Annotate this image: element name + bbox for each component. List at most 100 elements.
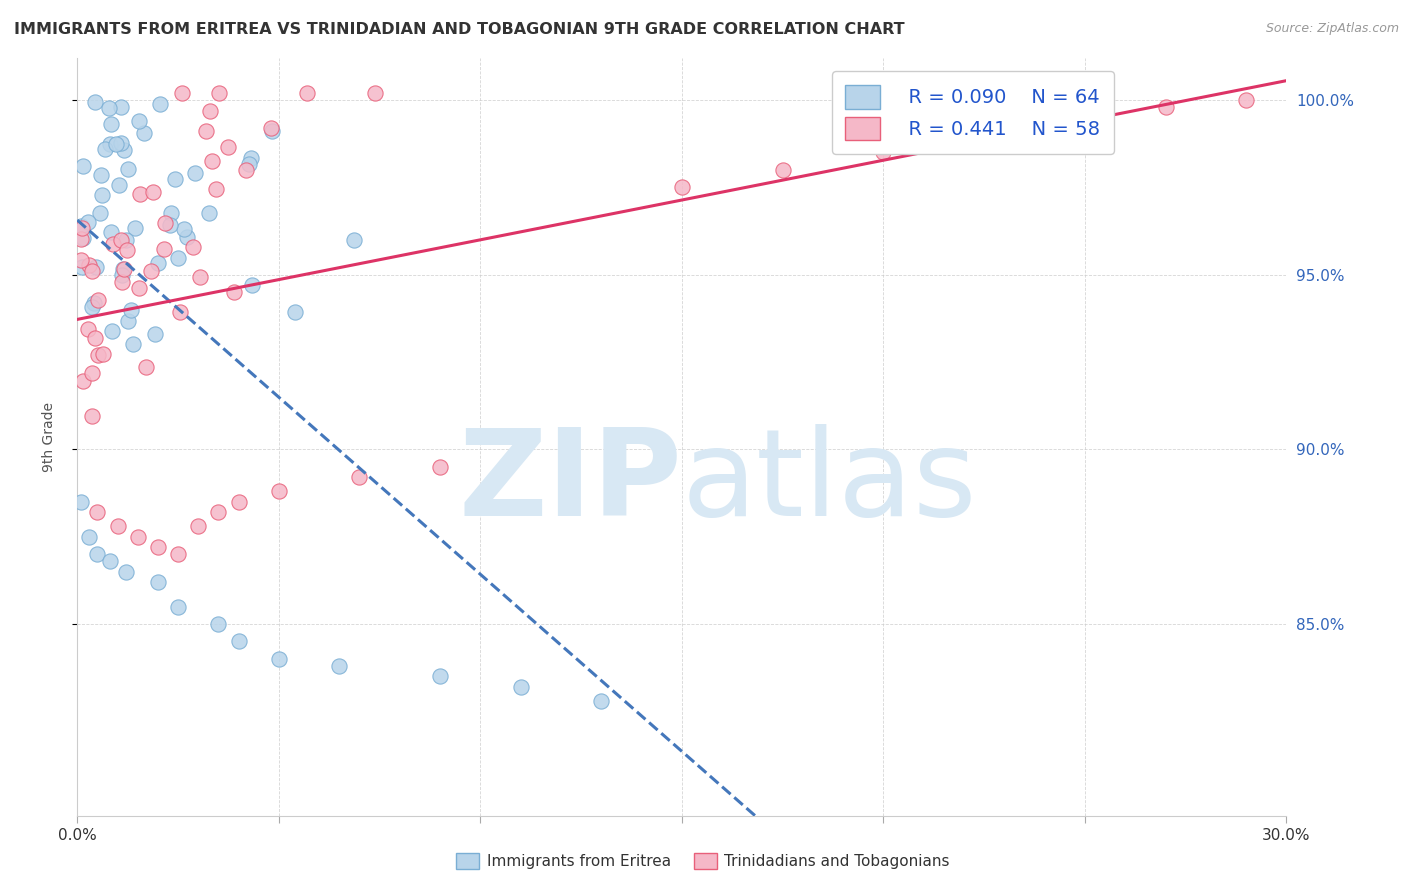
- Point: [114, 565, 136, 579]
- Point: [167, 599, 190, 614]
- Point: [260, 121, 283, 136]
- Point: [117, 314, 139, 328]
- Point: [72, 260, 94, 274]
- Point: [364, 86, 387, 100]
- Text: atlas: atlas: [682, 424, 977, 541]
- Point: [91, 188, 114, 202]
- Point: [70, 252, 93, 267]
- Point: [87, 348, 110, 362]
- Point: [93, 142, 115, 156]
- Point: [79, 530, 101, 544]
- Point: [953, 128, 976, 142]
- Point: [146, 256, 169, 270]
- Point: [187, 519, 209, 533]
- Point: [112, 261, 135, 276]
- Point: [240, 278, 263, 293]
- Point: [429, 669, 451, 683]
- Point: [83, 95, 105, 109]
- Point: [217, 140, 239, 154]
- Point: [167, 251, 190, 265]
- Point: [1154, 100, 1177, 114]
- Point: [159, 218, 181, 232]
- Point: [124, 221, 146, 235]
- Point: [128, 114, 150, 128]
- Point: [207, 505, 229, 519]
- Point: [72, 375, 94, 389]
- Point: [143, 327, 166, 342]
- Point: [205, 182, 228, 196]
- Point: [82, 409, 104, 423]
- Point: [72, 159, 94, 173]
- Point: [101, 237, 124, 252]
- Point: [284, 304, 307, 318]
- Point: [267, 484, 290, 499]
- Point: [86, 260, 108, 274]
- Point: [70, 494, 93, 508]
- Point: [228, 634, 250, 648]
- Point: [173, 221, 195, 235]
- Point: [328, 659, 350, 673]
- Point: [260, 124, 283, 138]
- Point: [146, 540, 169, 554]
- Point: [509, 680, 531, 694]
- Point: [70, 219, 93, 233]
- Point: [101, 324, 124, 338]
- Text: Source: ZipAtlas.com: Source: ZipAtlas.com: [1265, 22, 1399, 36]
- Point: [127, 530, 149, 544]
- Point: [267, 652, 290, 666]
- Point: [83, 296, 105, 310]
- Point: [146, 575, 169, 590]
- Point: [110, 136, 132, 150]
- Point: [97, 101, 120, 115]
- Point: [165, 171, 187, 186]
- Point: [117, 243, 139, 257]
- Point: [141, 264, 163, 278]
- Legend:   R = 0.090    N = 64,   R = 0.441    N = 58: R = 0.090 N = 64, R = 0.441 N = 58: [832, 71, 1114, 154]
- Point: [172, 86, 194, 100]
- Point: [90, 168, 112, 182]
- Point: [235, 163, 257, 178]
- Point: [671, 180, 693, 194]
- Point: [100, 117, 122, 131]
- Point: [100, 137, 122, 152]
- Point: [111, 268, 134, 282]
- Point: [70, 220, 93, 235]
- Point: [238, 157, 260, 171]
- Point: [117, 162, 139, 177]
- Point: [149, 97, 172, 112]
- Point: [72, 231, 94, 245]
- Point: [135, 359, 157, 374]
- Point: [82, 264, 104, 278]
- Point: [129, 187, 152, 202]
- Point: [100, 225, 122, 239]
- Point: [222, 285, 245, 300]
- Point: [77, 322, 100, 336]
- Point: [87, 293, 110, 307]
- Point: [176, 230, 198, 244]
- Point: [142, 185, 165, 199]
- Point: [108, 178, 131, 192]
- Point: [80, 301, 103, 315]
- Point: [349, 470, 371, 484]
- Point: [184, 166, 207, 180]
- Point: [89, 205, 111, 219]
- Point: [111, 275, 134, 289]
- Point: [207, 617, 229, 632]
- Point: [167, 547, 190, 561]
- Point: [70, 232, 93, 246]
- Point: [107, 519, 129, 533]
- Point: [295, 86, 318, 100]
- Point: [77, 258, 100, 272]
- Point: [128, 281, 150, 295]
- Point: [112, 143, 135, 157]
- Point: [104, 136, 127, 151]
- Point: [86, 505, 108, 519]
- Point: [429, 459, 451, 474]
- Point: [169, 305, 191, 319]
- Point: [110, 100, 132, 114]
- Point: [91, 346, 114, 360]
- Point: [82, 367, 104, 381]
- Text: ZIP: ZIP: [458, 424, 682, 541]
- Point: [132, 126, 155, 140]
- Point: [122, 337, 145, 351]
